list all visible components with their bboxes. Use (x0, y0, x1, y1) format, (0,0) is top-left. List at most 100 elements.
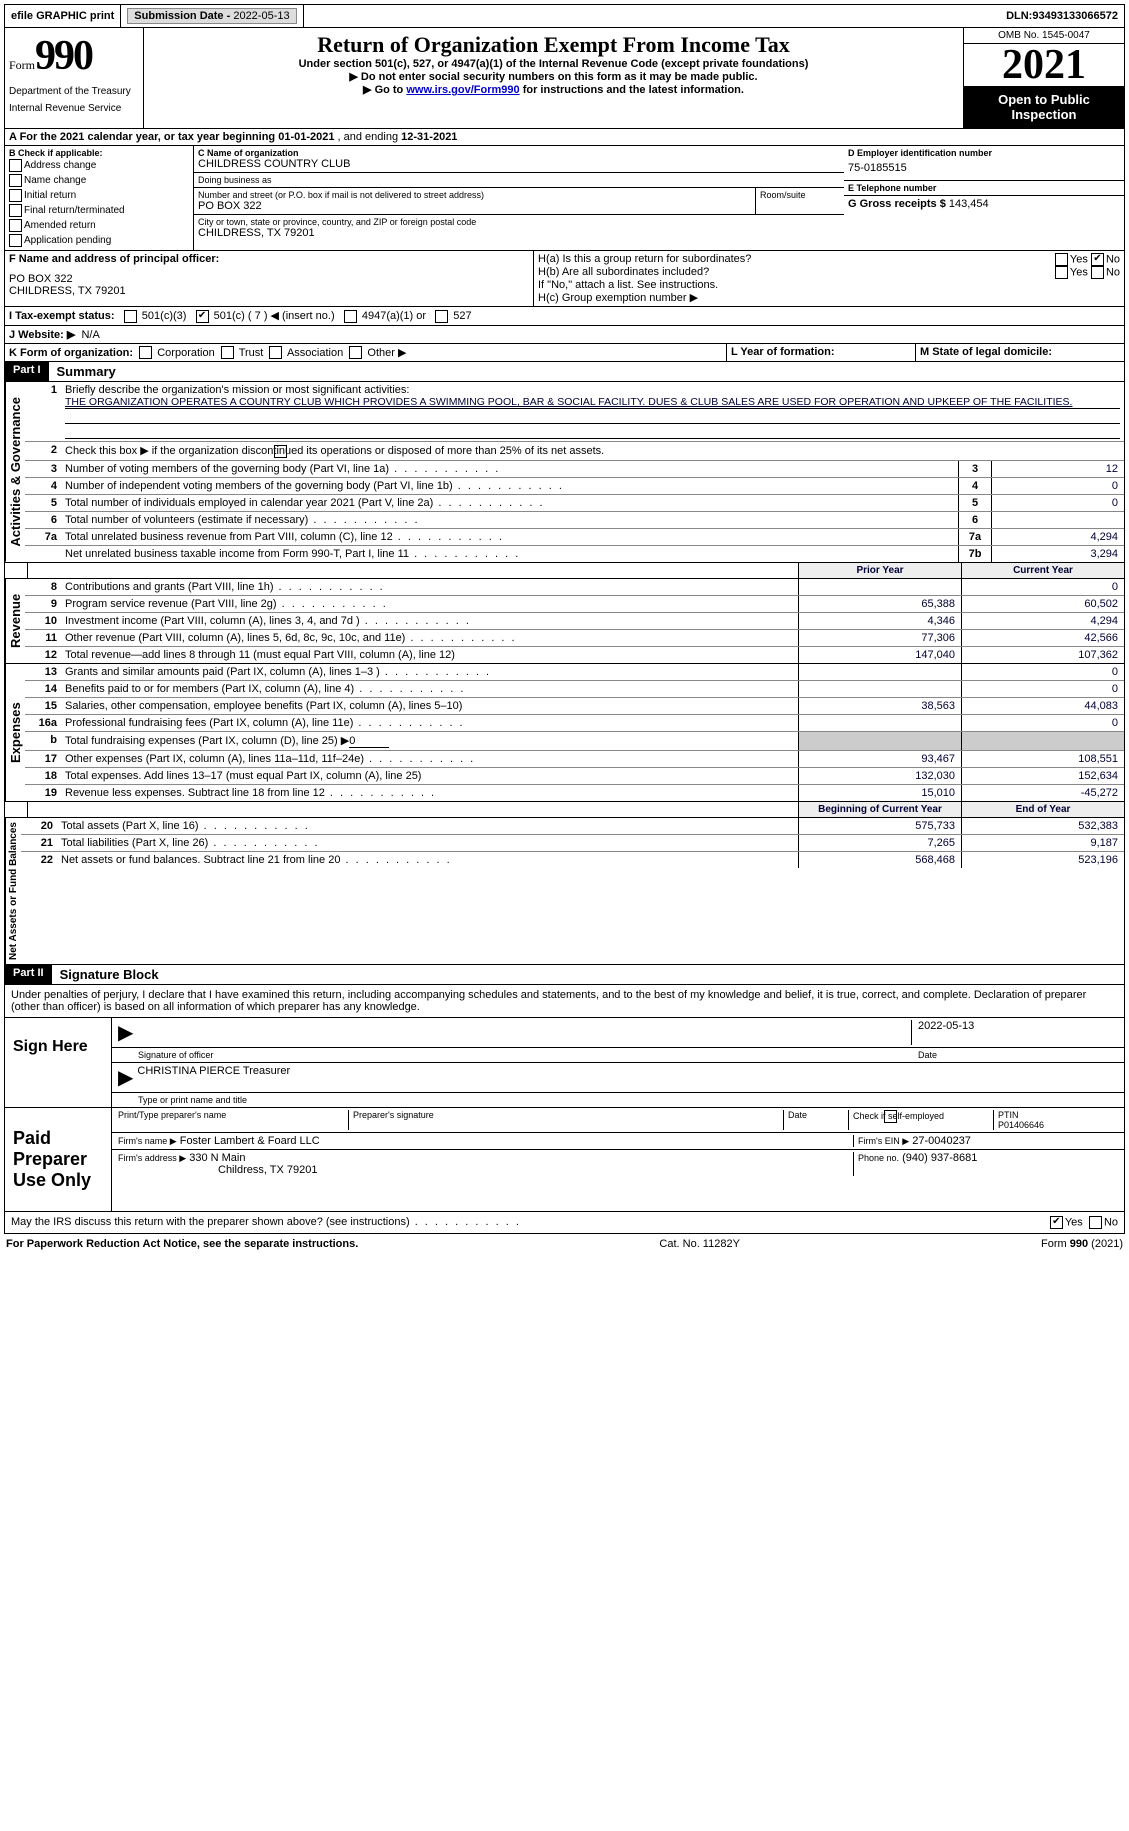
check-trust[interactable] (221, 346, 234, 359)
officer-name: CHRISTINA PIERCE Treasurer (137, 1065, 1118, 1090)
c14: 0 (961, 681, 1124, 697)
v6 (991, 512, 1124, 528)
section-c: C Name of organization CHILDRESS COUNTRY… (194, 146, 844, 250)
firm-addr2: Childress, TX 79201 (118, 1164, 317, 1176)
p9: 65,388 (798, 596, 961, 612)
website: N/A (81, 329, 99, 341)
check-527[interactable] (435, 310, 448, 323)
form-header: Form990 Department of the Treasury Inter… (4, 28, 1125, 129)
check-other[interactable] (349, 346, 362, 359)
check-final-return[interactable] (9, 204, 22, 217)
firm-addr1: 330 N Main (189, 1152, 245, 1164)
c8: 0 (961, 579, 1124, 595)
top-bar: efile GRAPHIC print Submission Date - 20… (4, 4, 1125, 28)
side-label-net: Net Assets or Fund Balances (5, 818, 21, 964)
subtitle-3: Go to www.irs.gov/Form990 for instructio… (148, 83, 959, 96)
check-initial-return[interactable] (9, 189, 22, 202)
gross-receipts: 143,454 (949, 198, 989, 210)
org-name: CHILDRESS COUNTRY CLUB (198, 158, 840, 170)
arrow-icon: ▶ (118, 1020, 137, 1045)
c22: 523,196 (961, 852, 1124, 868)
org-street: PO BOX 322 (198, 200, 751, 212)
side-label-rev: Revenue (5, 579, 25, 663)
mission: THE ORGANIZATION OPERATES A COUNTRY CLUB… (65, 396, 1072, 408)
p17: 93,467 (798, 751, 961, 767)
ptin: P01406646 (998, 1120, 1044, 1130)
firm-name: Foster Lambert & Foard LLC (180, 1135, 320, 1147)
side-label-ag: Activities & Governance (5, 382, 25, 562)
c11: 42,566 (961, 630, 1124, 646)
side-label-exp: Expenses (5, 664, 25, 801)
org-city: CHILDRESS, TX 79201 (198, 227, 840, 239)
discuss-no[interactable] (1089, 1216, 1102, 1229)
c19: -45,272 (961, 785, 1124, 801)
officer-addr2: CHILDRESS, TX 79201 (9, 285, 529, 297)
p15: 38,563 (798, 698, 961, 714)
form-number: Form990 (9, 32, 139, 80)
p18: 132,030 (798, 768, 961, 784)
c20: 532,383 (961, 818, 1124, 834)
line-a: A For the 2021 calendar year, or tax yea… (4, 129, 1125, 146)
revenue-section: Revenue 8Contributions and grants (Part … (4, 579, 1125, 664)
open-to-public: Open to Public Inspection (964, 86, 1124, 128)
balance-cols-header: Beginning of Current Year End of Year (4, 802, 1125, 818)
officer-h-block: F Name and address of principal officer:… (4, 251, 1125, 307)
dept-treasury: Department of the Treasury (9, 86, 139, 97)
check-assoc[interactable] (269, 346, 282, 359)
v7a: 4,294 (991, 529, 1124, 545)
check-app-pending[interactable] (9, 234, 22, 247)
check-amended[interactable] (9, 219, 22, 232)
tax-exempt-row: I Tax-exempt status: 501(c)(3) 501(c) ( … (4, 307, 1125, 326)
section-b: B Check if applicable: Address change Na… (5, 146, 194, 250)
c16a: 0 (961, 715, 1124, 731)
p19: 15,010 (798, 785, 961, 801)
klm-row: K Form of organization: Corporation Trus… (4, 344, 1125, 363)
ha-yes[interactable] (1055, 253, 1068, 266)
hb-no[interactable] (1091, 266, 1104, 279)
check-discontinued[interactable] (274, 445, 287, 458)
hb-yes[interactable] (1055, 266, 1068, 279)
signature-block: Under penalties of perjury, I declare th… (4, 985, 1125, 1234)
c21: 9,187 (961, 835, 1124, 851)
c12: 107,362 (961, 647, 1124, 663)
efile-label: efile GRAPHIC print (5, 5, 121, 27)
page-footer: For Paperwork Reduction Act Notice, see … (4, 1234, 1125, 1254)
irs-link[interactable]: www.irs.gov/Form990 (406, 84, 519, 96)
tax-year: 2021 (964, 44, 1124, 86)
p20: 575,733 (798, 818, 961, 834)
ha-no[interactable] (1091, 253, 1104, 266)
discuss-yes[interactable] (1050, 1216, 1063, 1229)
expenses-section: Expenses 13Grants and similar amounts pa… (4, 664, 1125, 802)
check-name-change[interactable] (9, 174, 22, 187)
irs: Internal Revenue Service (9, 103, 139, 114)
check-address-change[interactable] (9, 159, 22, 172)
firm-ein: 27-0040237 (912, 1135, 971, 1147)
c15: 44,083 (961, 698, 1124, 714)
c9: 60,502 (961, 596, 1124, 612)
subtitle-1: Under section 501(c), 527, or 4947(a)(1)… (148, 58, 959, 70)
check-self-employed[interactable] (884, 1110, 897, 1123)
fundraising-exp: 0 (349, 735, 389, 748)
website-row: J Website: ▶ N/A (4, 326, 1125, 344)
check-4947[interactable] (344, 310, 357, 323)
check-corp[interactable] (139, 346, 152, 359)
p22: 568,468 (798, 852, 961, 868)
dln: DLN: 93493133066572 (1000, 5, 1124, 27)
ein: 75-0185515 (848, 158, 1120, 178)
part1-header: Part I Summary (4, 362, 1125, 382)
c13: 0 (961, 664, 1124, 680)
check-501c3[interactable] (124, 310, 137, 323)
part2-header: Part II Signature Block (4, 965, 1125, 985)
year-cols-header: Prior Year Current Year (4, 563, 1125, 579)
officer-addr1: PO BOX 322 (9, 273, 529, 285)
c17: 108,551 (961, 751, 1124, 767)
v5: 0 (991, 495, 1124, 511)
arrow-icon: ▶ (118, 1065, 137, 1090)
firm-phone: (940) 937-8681 (902, 1152, 977, 1164)
p11: 77,306 (798, 630, 961, 646)
c18: 152,634 (961, 768, 1124, 784)
may-irs-discuss: May the IRS discuss this return with the… (5, 1211, 1124, 1233)
section-deg: D Employer identification number 75-0185… (844, 146, 1124, 250)
check-501c[interactable] (196, 310, 209, 323)
subtitle-2: Do not enter social security numbers on … (148, 70, 959, 83)
